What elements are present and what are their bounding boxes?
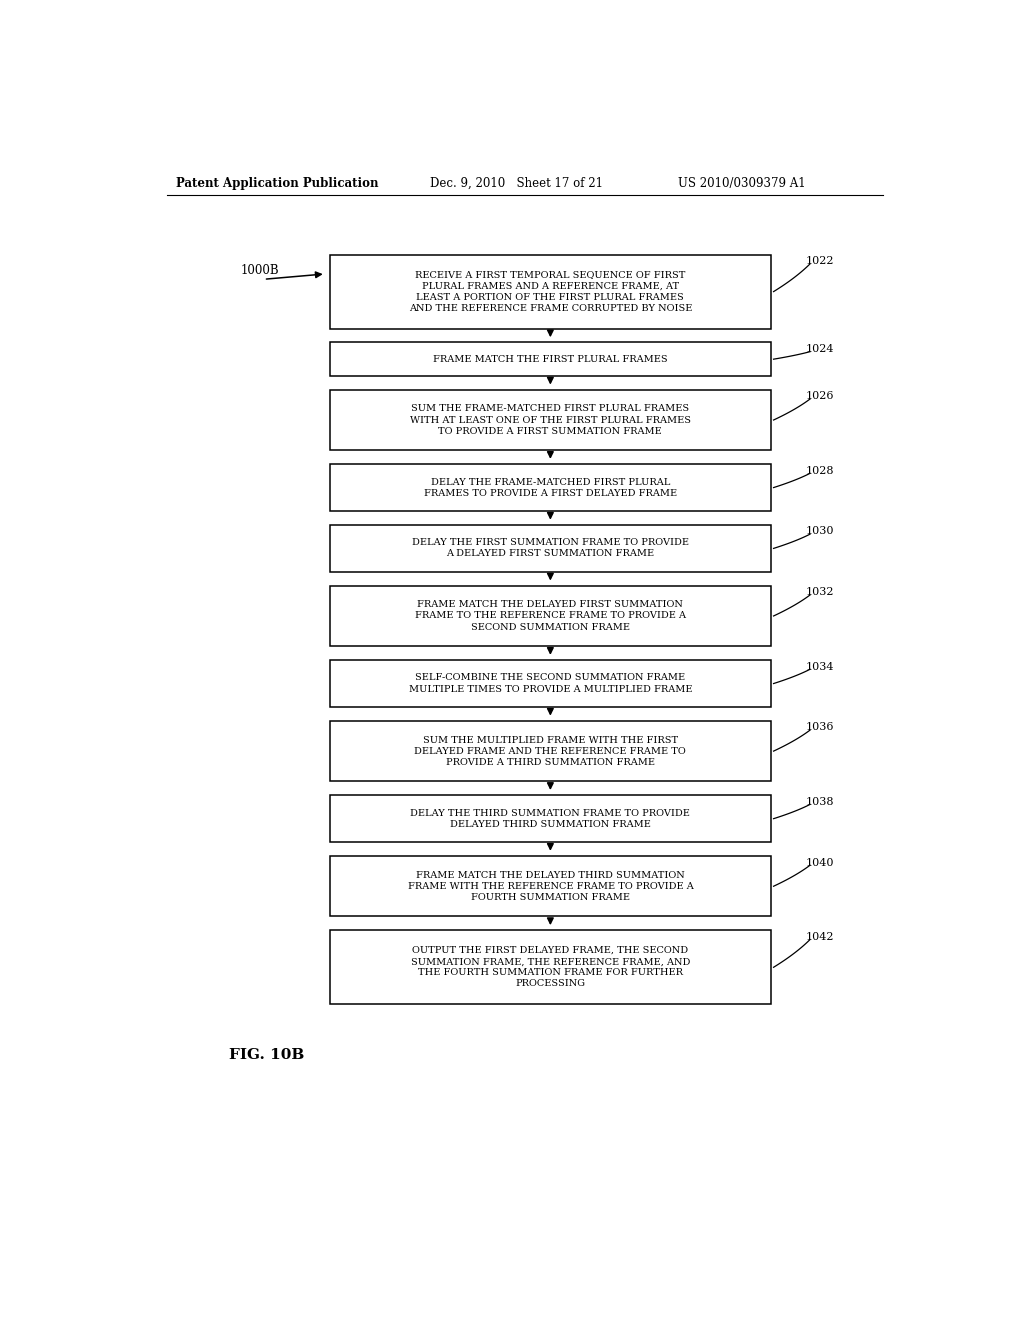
Text: 1024: 1024 bbox=[806, 345, 835, 354]
Bar bbox=[330, 586, 771, 647]
Bar bbox=[330, 931, 771, 1005]
Bar bbox=[330, 389, 771, 450]
Text: Dec. 9, 2010   Sheet 17 of 21: Dec. 9, 2010 Sheet 17 of 21 bbox=[430, 177, 603, 190]
Text: DELAY THE THIRD SUMMATION FRAME TO PROVIDE
DELAYED THIRD SUMMATION FRAME: DELAY THE THIRD SUMMATION FRAME TO PROVI… bbox=[411, 809, 690, 829]
Text: 1032: 1032 bbox=[806, 587, 835, 597]
Text: FRAME MATCH THE FIRST PLURAL FRAMES: FRAME MATCH THE FIRST PLURAL FRAMES bbox=[433, 355, 668, 364]
Text: 1028: 1028 bbox=[806, 466, 835, 475]
Text: FIG. 10B: FIG. 10B bbox=[228, 1048, 304, 1063]
Text: FRAME MATCH THE DELAYED THIRD SUMMATION
FRAME WITH THE REFERENCE FRAME TO PROVID: FRAME MATCH THE DELAYED THIRD SUMMATION … bbox=[408, 871, 693, 902]
Text: 1030: 1030 bbox=[806, 527, 835, 536]
Text: RECEIVE A FIRST TEMPORAL SEQUENCE OF FIRST
PLURAL FRAMES AND A REFERENCE FRAME, : RECEIVE A FIRST TEMPORAL SEQUENCE OF FIR… bbox=[409, 271, 692, 313]
Text: SUM THE MULTIPLIED FRAME WITH THE FIRST
DELAYED FRAME AND THE REFERENCE FRAME TO: SUM THE MULTIPLIED FRAME WITH THE FIRST … bbox=[415, 735, 686, 767]
Text: 1036: 1036 bbox=[806, 722, 835, 733]
Text: OUTPUT THE FIRST DELAYED FRAME, THE SECOND
SUMMATION FRAME, THE REFERENCE FRAME,: OUTPUT THE FIRST DELAYED FRAME, THE SECO… bbox=[411, 946, 690, 989]
Bar bbox=[330, 342, 771, 376]
Text: 1040: 1040 bbox=[806, 858, 835, 867]
Text: DELAY THE FRAME-MATCHED FIRST PLURAL
FRAMES TO PROVIDE A FIRST DELAYED FRAME: DELAY THE FRAME-MATCHED FIRST PLURAL FRA… bbox=[424, 478, 677, 498]
Bar bbox=[330, 795, 771, 842]
Bar bbox=[330, 857, 771, 916]
Bar bbox=[330, 721, 771, 781]
Text: Patent Application Publication: Patent Application Publication bbox=[176, 177, 379, 190]
Text: 1026: 1026 bbox=[806, 391, 835, 401]
Text: 1034: 1034 bbox=[806, 661, 835, 672]
Bar bbox=[330, 465, 771, 511]
Text: DELAY THE FIRST SUMMATION FRAME TO PROVIDE
A DELAYED FIRST SUMMATION FRAME: DELAY THE FIRST SUMMATION FRAME TO PROVI… bbox=[412, 539, 689, 558]
Text: FRAME MATCH THE DELAYED FIRST SUMMATION
FRAME TO THE REFERENCE FRAME TO PROVIDE : FRAME MATCH THE DELAYED FIRST SUMMATION … bbox=[415, 601, 686, 631]
Bar bbox=[330, 255, 771, 329]
Text: 1022: 1022 bbox=[806, 256, 835, 267]
Text: SUM THE FRAME-MATCHED FIRST PLURAL FRAMES
WITH AT LEAST ONE OF THE FIRST PLURAL : SUM THE FRAME-MATCHED FIRST PLURAL FRAME… bbox=[410, 404, 691, 436]
Text: 1042: 1042 bbox=[806, 932, 835, 942]
Bar bbox=[330, 660, 771, 708]
Bar bbox=[330, 525, 771, 572]
Text: US 2010/0309379 A1: US 2010/0309379 A1 bbox=[678, 177, 806, 190]
Text: SELF-COMBINE THE SECOND SUMMATION FRAME
MULTIPLE TIMES TO PROVIDE A MULTIPLIED F: SELF-COMBINE THE SECOND SUMMATION FRAME … bbox=[409, 673, 692, 693]
Text: 1000B: 1000B bbox=[241, 264, 279, 277]
Text: 1038: 1038 bbox=[806, 797, 835, 807]
